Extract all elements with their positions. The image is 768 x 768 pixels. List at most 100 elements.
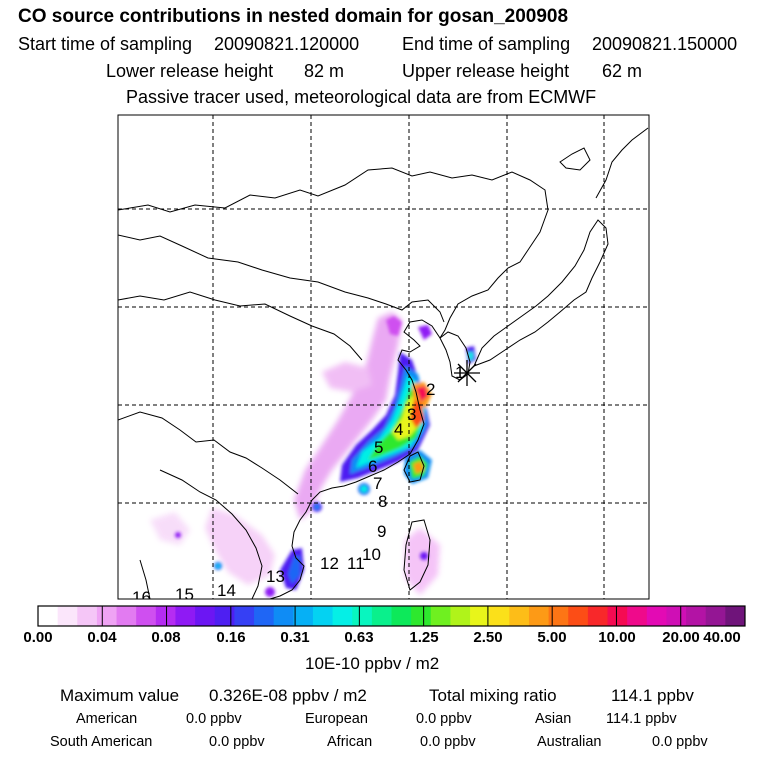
- color-bar-tick-label: 2.50: [473, 629, 503, 646]
- region-value: 0.0 ppbv: [420, 734, 476, 750]
- region-name: American: [76, 711, 138, 727]
- color-bar-segment: [57, 606, 78, 626]
- upper-height-label: Upper release height: [402, 61, 570, 81]
- lat-lon-grid: [118, 115, 649, 599]
- track-label: 15: [175, 585, 194, 604]
- track-label: 2: [426, 380, 435, 399]
- color-bar-segment: [450, 606, 471, 626]
- color-bar-segment: [666, 606, 687, 626]
- concentration-plume: [150, 312, 476, 597]
- color-bar-segment: [587, 606, 609, 626]
- region-name: European: [305, 711, 368, 727]
- color-bar-segment: [411, 606, 432, 626]
- total-mixing-value: 114.1 ppbv: [611, 686, 694, 705]
- color-bar-segment: [371, 606, 392, 626]
- track-label: 7: [373, 474, 382, 493]
- color-bar-segment: [646, 606, 667, 626]
- color-bar-segment: [312, 606, 334, 626]
- color-bar-segment: [352, 606, 373, 626]
- track-label: 6: [368, 457, 377, 476]
- end-time-value: 20090821.150000: [592, 34, 738, 54]
- color-bar-tick-label: 1.25: [409, 629, 439, 646]
- color-bar-segment: [175, 606, 196, 626]
- region-name: Australian: [537, 734, 602, 750]
- start-time-label: Start time of sampling: [18, 34, 193, 54]
- coastlines: [118, 127, 649, 599]
- track-label: 12: [320, 554, 339, 573]
- start-time-value: 20090821.120000: [214, 34, 360, 54]
- region-value: 0.0 ppbv: [209, 734, 265, 750]
- lower-height-value: 82 m: [304, 61, 345, 81]
- color-bar-tick-label: 0.31: [280, 629, 310, 646]
- track-label: 1: [455, 363, 464, 382]
- track-labels: 1 2 3 4 5 6 7 8 9 10 11 12 13 14 15 16: [132, 363, 464, 607]
- color-bar-segment: [548, 606, 569, 626]
- color-bar-segment: [254, 606, 275, 626]
- track-label: 8: [378, 492, 387, 511]
- color-bar-tick-label: 0.08: [151, 629, 181, 646]
- map-frame: [117, 114, 650, 600]
- color-bar-segment: [195, 606, 216, 626]
- region-value: 0.0 ppbv: [186, 711, 242, 727]
- color-bar-segment: [293, 606, 314, 626]
- max-value-label: Maximum value: [60, 686, 180, 705]
- color-bar-tick-label: 0.63: [344, 629, 374, 646]
- color-bar: [37, 606, 746, 626]
- color-bar-tick-label: 5.00: [537, 629, 567, 646]
- color-bar-segment: [38, 606, 59, 626]
- color-bar-segment: [470, 606, 491, 626]
- color-bar-tick-label: 0.00: [23, 629, 53, 646]
- color-bar-segment: [116, 606, 137, 626]
- color-bar-segment: [332, 606, 353, 626]
- end-time-label: End time of sampling: [402, 34, 571, 54]
- upper-height-value: 62 m: [602, 61, 643, 81]
- color-bar-segment: [686, 606, 707, 626]
- max-value: 0.326E-08 ppbv / m2: [209, 686, 367, 705]
- color-bar-segment: [725, 606, 746, 626]
- region-name: Asian: [535, 711, 572, 727]
- region-value: 114.1 ppbv: [606, 711, 677, 727]
- color-bar-segment: [430, 606, 451, 626]
- color-bar-frame: [37, 605, 746, 627]
- color-bar-segment: [489, 606, 510, 626]
- color-bar-tick-label: 0.04: [87, 629, 117, 646]
- track-label: 4: [394, 420, 403, 439]
- track-label: 16: [132, 588, 151, 607]
- region-name: African: [327, 734, 373, 750]
- color-bar-tick-label: 40.00: [703, 629, 741, 646]
- total-mixing-label: Total mixing ratio: [429, 686, 557, 705]
- color-bar-segment: [509, 606, 530, 626]
- color-bar-segment: [627, 606, 648, 626]
- color-bar-segment: [273, 606, 294, 626]
- region-value: 0.0 ppbv: [652, 734, 708, 750]
- color-bar-segment: [607, 606, 628, 626]
- color-bar-tick-label: 10.00: [598, 629, 636, 646]
- color-bar-segment: [155, 606, 176, 626]
- figure-title: CO source contributions in nested domain…: [18, 6, 569, 27]
- track-label: 10: [362, 545, 381, 564]
- lower-height-label: Lower release height: [106, 61, 274, 81]
- track-label: 5: [374, 438, 383, 457]
- color-bar-segment: [705, 606, 726, 626]
- asterisk-receptor-icon: [454, 360, 480, 386]
- track-label: 13: [266, 567, 285, 586]
- region-value: 0.0 ppbv: [416, 711, 472, 727]
- color-bar-segment: [568, 606, 589, 626]
- color-bar-segment: [528, 606, 550, 626]
- color-bar-tick-label: 0.16: [216, 629, 246, 646]
- track-label: 11: [347, 554, 365, 573]
- track-label: 9: [377, 522, 386, 541]
- color-bar-segment: [391, 606, 412, 626]
- color-bar-segment: [234, 606, 255, 626]
- region-name: South American: [50, 734, 153, 750]
- subtitle: Passive tracer used, meteorological data…: [126, 87, 597, 107]
- color-bar-segment: [136, 606, 157, 626]
- map-area: 1 2 3 4 5 6 7 8 9 10 11 12 13 14 15 16: [118, 115, 649, 607]
- color-bar-segment: [96, 606, 118, 626]
- track-label: 3: [407, 405, 416, 424]
- color-bar-tick-label: 20.00: [662, 629, 700, 646]
- color-bar-unit: 10E-10 ppbv / m2: [305, 654, 440, 673]
- color-bar-segment: [77, 606, 98, 626]
- track-label: 14: [217, 581, 236, 600]
